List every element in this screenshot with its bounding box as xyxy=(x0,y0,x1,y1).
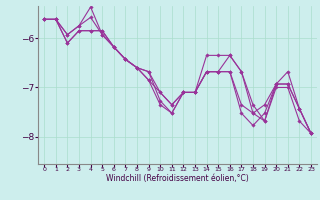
X-axis label: Windchill (Refroidissement éolien,°C): Windchill (Refroidissement éolien,°C) xyxy=(106,174,249,183)
